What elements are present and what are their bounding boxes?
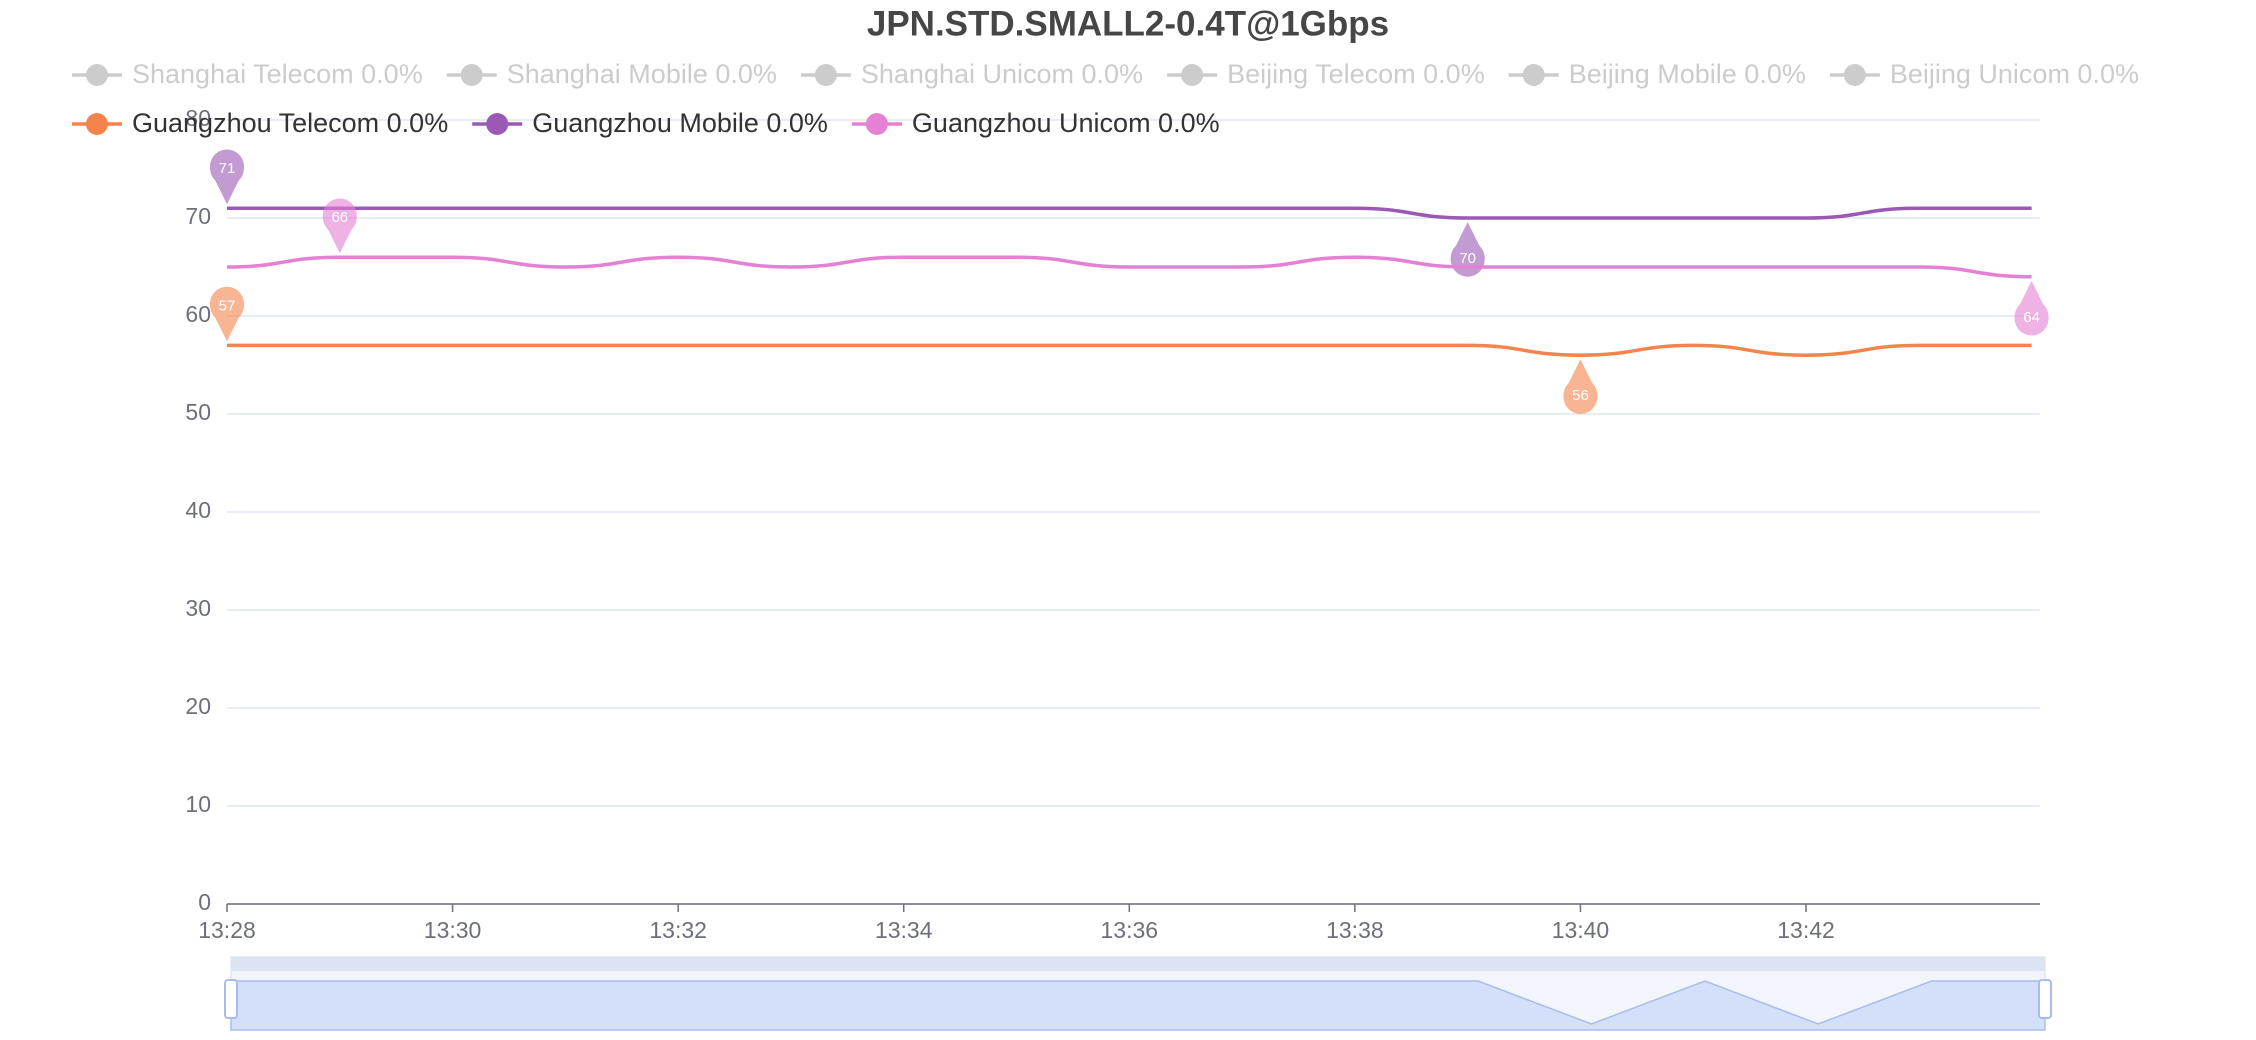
legend-label: Beijing Mobile 0.0%: [1569, 59, 1806, 89]
slider-handle-left[interactable]: [224, 979, 238, 1019]
legend-label: Guangzhou Mobile 0.0%: [532, 108, 828, 138]
x-tick-label: 13:38: [1326, 917, 1384, 943]
x-tick-label: 13:42: [1777, 917, 1835, 943]
x-tick-label: 13:36: [1101, 917, 1159, 943]
x-tick-label: 13:34: [875, 917, 933, 943]
series-line: [227, 343, 2032, 357]
legend-label: Guangzhou Unicom 0.0%: [912, 108, 1220, 138]
series-line: [227, 206, 2032, 220]
x-tick-label: 13:28: [198, 917, 256, 943]
series-line: [226, 255, 2032, 279]
pin-head: [210, 151, 244, 186]
y-tick-label: 30: [185, 595, 211, 621]
legend-label: Shanghai Telecom 0.0%: [132, 59, 423, 89]
legend-label: Beijing Telecom 0.0%: [1227, 59, 1485, 89]
legend-dot: [460, 64, 483, 86]
pin-label: 56: [1572, 387, 1589, 404]
pin-label: 57: [219, 297, 236, 314]
slider-handle-right[interactable]: [2038, 979, 2052, 1019]
legend-dot: [486, 113, 509, 135]
legend-dot: [865, 113, 888, 135]
x-tick-label: 13:30: [424, 917, 482, 943]
mark-point: [210, 149, 244, 205]
y-tick-label: 70: [185, 203, 211, 229]
legend-dot: [1522, 64, 1545, 86]
mark-point: [322, 198, 357, 254]
pin-head: [2014, 299, 2049, 334]
y-tick-label: 40: [185, 497, 211, 523]
legend-dot: [1843, 64, 1866, 86]
legend-dot: [86, 113, 108, 135]
pin-label: 66: [331, 209, 348, 226]
legend-dot: [1181, 64, 1204, 86]
legend-label: Guangzhou Telecom 0.0%: [132, 108, 448, 138]
pin-head: [1563, 378, 1598, 413]
pin-head: [210, 288, 244, 323]
pin-head: [322, 200, 357, 235]
legend-label: Shanghai Mobile 0.0%: [507, 59, 777, 89]
mark-point: [1563, 359, 1598, 414]
slider-selection: [231, 957, 2045, 971]
mark-point: [2014, 280, 2049, 336]
y-tick-label: 20: [185, 693, 211, 719]
y-tick-label: 60: [185, 301, 211, 327]
y-tick-label: 10: [185, 791, 211, 817]
pin-label: 64: [2023, 309, 2040, 326]
legend-dot: [814, 64, 837, 86]
legend-dot: [86, 64, 108, 86]
mark-point: [210, 286, 244, 342]
x-tick-label: 13:32: [649, 917, 707, 943]
chart-title: JPN.STD.SMALL2-0.4T@1Gbps: [867, 4, 1389, 43]
slider-preview: [230, 980, 2046, 1031]
pin-label: 71: [219, 160, 236, 177]
y-tick-label: 80: [185, 105, 211, 131]
x-tick-label: 13:40: [1552, 917, 1610, 943]
y-tick-label: 0: [198, 889, 211, 915]
legend-label: Beijing Unicom 0.0%: [1890, 59, 2139, 89]
legend-label: Shanghai Unicom 0.0%: [861, 59, 1143, 89]
y-tick-label: 50: [185, 399, 211, 425]
pin-label: 70: [1459, 250, 1476, 267]
